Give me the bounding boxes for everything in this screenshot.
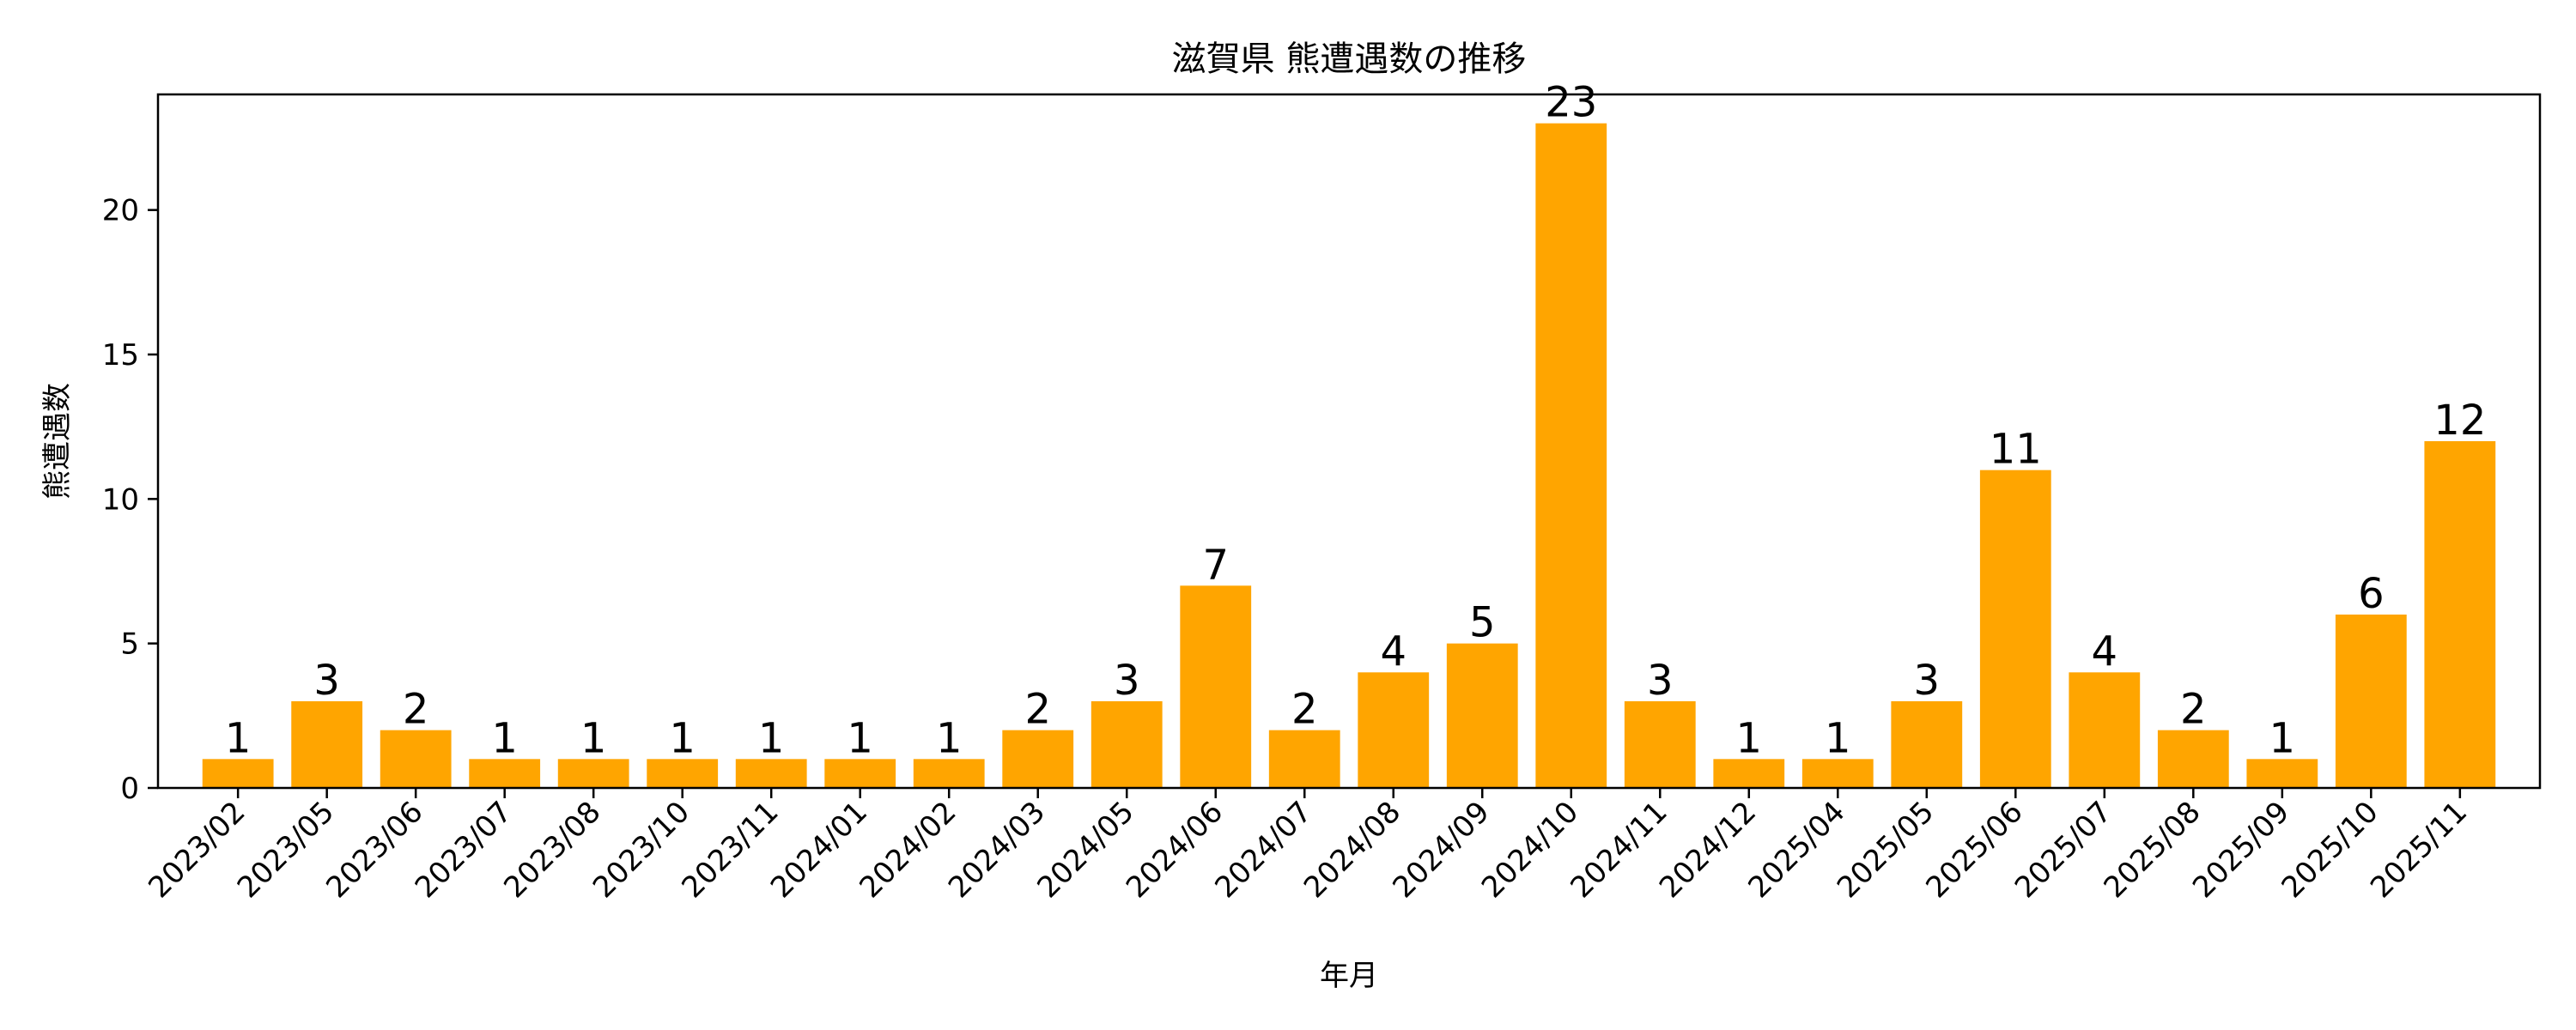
- x-tick-label: 2024/12: [1653, 795, 1763, 905]
- data-label: 2: [1291, 686, 1318, 734]
- x-tick-label: 2024/02: [853, 795, 963, 905]
- bar-2024-09: [1446, 643, 1518, 788]
- x-tick-label: 2024/07: [1208, 795, 1318, 905]
- bar-2025-11: [2424, 441, 2496, 788]
- data-label: 1: [491, 714, 518, 762]
- bar-2023-02: [202, 759, 274, 788]
- data-label: 4: [2092, 627, 2118, 676]
- y-axis-label: 熊遭遇数: [40, 383, 75, 500]
- x-tick-label: 2025/05: [1831, 795, 1941, 905]
- plot-frame: [156, 93, 2542, 790]
- data-label: 2: [1024, 686, 1051, 734]
- data-label: 1: [1825, 714, 1851, 762]
- x-tick-label: 2023/06: [319, 795, 429, 905]
- x-tick-label: 2025/11: [2364, 795, 2474, 905]
- x-tick-label: 2023/08: [497, 795, 607, 905]
- y-tick-label: 20: [102, 194, 139, 228]
- data-label: 6: [2358, 570, 2385, 618]
- data-label: 7: [1202, 541, 1229, 589]
- data-label: 2: [2180, 686, 2207, 734]
- axes-layer: 2023/022023/052023/062023/072023/082023/…: [102, 194, 2474, 906]
- data-label: 1: [758, 714, 785, 762]
- x-tick-label: 2023/10: [586, 795, 696, 905]
- chart-title: 滋賀県 熊遭遇数の推移: [1172, 39, 1527, 79]
- bar-2025-08: [2157, 730, 2229, 788]
- bar-2023-10: [647, 759, 719, 788]
- x-tick-label: 2024/01: [764, 795, 874, 905]
- data-label: 11: [1990, 426, 2042, 474]
- bar-2025-04: [1801, 759, 1874, 788]
- x-tick-label: 2024/11: [1564, 795, 1674, 905]
- bar-2025-07: [2069, 672, 2141, 788]
- bar-2023-11: [735, 759, 807, 788]
- x-tick-label: 2024/08: [1297, 795, 1407, 905]
- x-tick-label: 2025/10: [2275, 795, 2385, 905]
- y-tick-label: 5: [120, 627, 139, 662]
- x-tick-label: 2023/05: [231, 795, 341, 905]
- y-tick-label: 15: [102, 338, 139, 373]
- bar-2024-06: [1180, 585, 1252, 788]
- x-tick-label: 2024/10: [1475, 795, 1585, 905]
- bar-2024-05: [1091, 701, 1163, 788]
- x-tick-label: 2023/07: [409, 795, 519, 905]
- x-tick-label: 2024/05: [1030, 795, 1140, 905]
- x-tick-label: 2025/08: [2098, 795, 2208, 905]
- data-label: 4: [1380, 627, 1406, 676]
- x-axis-label: 年月: [1320, 959, 1378, 993]
- data-label: 2: [403, 686, 429, 734]
- x-tick-label: 2025/06: [1920, 795, 2030, 905]
- data-label: 1: [1736, 714, 1763, 762]
- bar-2024-08: [1358, 672, 1430, 788]
- bar-2025-09: [2246, 759, 2318, 788]
- data-label: 1: [669, 714, 696, 762]
- x-tick-label: 2024/06: [1120, 795, 1230, 905]
- bar-2023-06: [380, 730, 452, 788]
- bar-2024-12: [1713, 759, 1785, 788]
- data-label: 3: [1647, 657, 1674, 705]
- data-label: 5: [1469, 599, 1496, 647]
- data-label: 1: [225, 714, 252, 762]
- x-tick-label: 2024/03: [942, 795, 1052, 905]
- bar-2025-10: [2335, 615, 2407, 788]
- data-label: 1: [936, 714, 963, 762]
- bar-2023-08: [557, 759, 629, 788]
- bar-2024-03: [1002, 730, 1074, 788]
- bar-2023-07: [469, 759, 541, 788]
- bar-2025-06: [1979, 470, 2051, 788]
- x-tick-label: 2025/04: [1741, 795, 1851, 905]
- data-label: 3: [1914, 657, 1941, 705]
- x-tick-label: 2023/11: [675, 795, 785, 905]
- x-tick-label: 2023/02: [142, 795, 252, 905]
- x-tick-label: 2024/09: [1386, 795, 1496, 905]
- data-label: 1: [2269, 714, 2296, 762]
- bar-2024-01: [824, 759, 896, 788]
- data-label: 1: [580, 714, 607, 762]
- y-tick-label: 10: [102, 482, 139, 517]
- data-label: 23: [1545, 79, 1597, 127]
- bar-2024-02: [913, 759, 985, 788]
- x-tick-label: 2025/09: [2186, 795, 2296, 905]
- bar-2024-10: [1535, 123, 1607, 788]
- bar-2023-05: [291, 701, 363, 788]
- x-tick-label: 2025/07: [2008, 795, 2118, 905]
- bars-layer: [202, 123, 2496, 788]
- bar-2025-05: [1891, 701, 1963, 788]
- bar-2024-11: [1624, 701, 1696, 788]
- bar-2024-07: [1268, 730, 1340, 788]
- data-label: 3: [313, 657, 340, 705]
- data-label: 1: [847, 714, 873, 762]
- data-label: 12: [2433, 397, 2486, 445]
- data-label: 3: [1114, 657, 1140, 705]
- y-tick-label: 0: [120, 772, 139, 806]
